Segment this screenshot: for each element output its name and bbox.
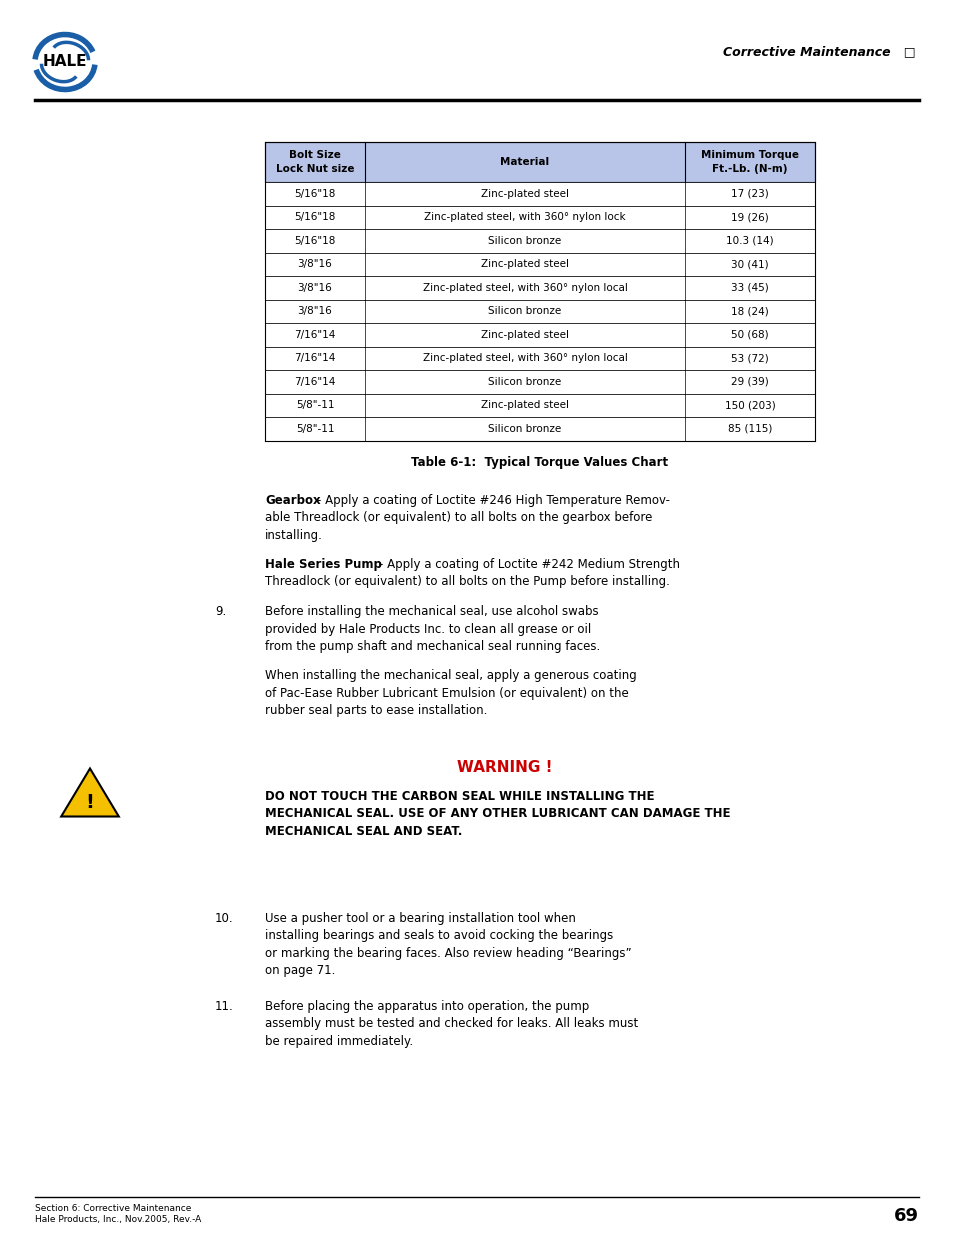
Text: MECHANICAL SEAL AND SEAT.: MECHANICAL SEAL AND SEAT. [265,825,462,839]
Text: 9.: 9. [214,605,226,618]
FancyBboxPatch shape [265,275,814,300]
Text: DO NOT TOUCH THE CARBON SEAL WHILE INSTALLING THE: DO NOT TOUCH THE CARBON SEAL WHILE INSTA… [265,790,654,803]
Text: Hale Series Pump: Hale Series Pump [265,558,381,571]
FancyBboxPatch shape [265,417,814,441]
Text: assembly must be tested and checked for leaks. All leaks must: assembly must be tested and checked for … [265,1018,638,1030]
Text: Corrective Maintenance   □: Corrective Maintenance □ [722,46,915,58]
Text: !: ! [86,793,94,811]
Text: 69: 69 [893,1207,918,1225]
Text: 18 (24): 18 (24) [730,306,768,316]
Text: 5/8"-11: 5/8"-11 [295,400,334,410]
Text: Zinc-plated steel: Zinc-plated steel [480,259,568,269]
Text: 29 (39): 29 (39) [730,377,768,387]
Text: 3/8"16: 3/8"16 [297,283,332,293]
FancyBboxPatch shape [265,370,814,394]
Text: Table 6-1:  Typical Torque Values Chart: Table 6-1: Typical Torque Values Chart [411,456,668,468]
Text: Zinc-plated steel: Zinc-plated steel [480,189,568,199]
Text: 17 (23): 17 (23) [730,189,768,199]
Text: Silicon bronze: Silicon bronze [488,424,561,433]
Text: rubber seal parts to ease installation.: rubber seal parts to ease installation. [265,704,487,718]
Text: WARNING !: WARNING ! [456,760,552,776]
Text: from the pump shaft and mechanical seal running faces.: from the pump shaft and mechanical seal … [265,640,599,653]
Text: Silicon bronze: Silicon bronze [488,306,561,316]
Text: able Threadlock (or equivalent) to all bolts on the gearbox before: able Threadlock (or equivalent) to all b… [265,511,652,524]
FancyBboxPatch shape [265,205,814,228]
FancyBboxPatch shape [265,142,814,182]
Text: Silicon bronze: Silicon bronze [488,236,561,246]
FancyBboxPatch shape [265,228,814,252]
Text: 85 (115): 85 (115) [727,424,771,433]
Text: Bolt Size
Lock Nut size: Bolt Size Lock Nut size [275,151,354,174]
FancyBboxPatch shape [265,324,814,347]
Text: 3/8"16: 3/8"16 [297,259,332,269]
Text: be repaired immediately.: be repaired immediately. [265,1035,413,1049]
Text: Threadlock (or equivalent) to all bolts on the Pump before installing.: Threadlock (or equivalent) to all bolts … [265,576,669,589]
FancyBboxPatch shape [265,182,814,205]
Text: Zinc-plated steel: Zinc-plated steel [480,330,568,340]
FancyBboxPatch shape [265,394,814,417]
Text: Section 6: Corrective Maintenance: Section 6: Corrective Maintenance [35,1204,192,1213]
Text: 3/8"16: 3/8"16 [297,306,332,316]
Text: Material: Material [500,157,549,167]
Polygon shape [61,768,119,816]
Text: 19 (26): 19 (26) [730,212,768,222]
Text: of Pac-Ease Rubber Lubricant Emulsion (or equivalent) on the: of Pac-Ease Rubber Lubricant Emulsion (o… [265,687,628,700]
FancyBboxPatch shape [265,347,814,370]
Text: Before installing the mechanical seal, use alcohol swabs: Before installing the mechanical seal, u… [265,605,598,618]
Text: 30 (41): 30 (41) [730,259,768,269]
Text: 7/16"14: 7/16"14 [294,330,335,340]
Text: When installing the mechanical seal, apply a generous coating: When installing the mechanical seal, app… [265,669,636,683]
Text: - Apply a coating of Loctite #246 High Temperature Remov-: - Apply a coating of Loctite #246 High T… [316,494,669,506]
FancyBboxPatch shape [265,300,814,324]
Text: 150 (203): 150 (203) [724,400,775,410]
Text: 50 (68): 50 (68) [730,330,768,340]
Text: Minimum Torque
Ft.-Lb. (N-m): Minimum Torque Ft.-Lb. (N-m) [700,151,799,174]
Text: MECHANICAL SEAL. USE OF ANY OTHER LUBRICANT CAN DAMAGE THE: MECHANICAL SEAL. USE OF ANY OTHER LUBRIC… [265,808,730,820]
Text: Zinc-plated steel, with 360° nylon lock: Zinc-plated steel, with 360° nylon lock [424,212,625,222]
Text: 11.: 11. [214,1000,233,1013]
Text: Zinc-plated steel: Zinc-plated steel [480,400,568,410]
Text: 7/16"14: 7/16"14 [294,377,335,387]
Text: Hale Products, Inc., Nov.2005, Rev.-A: Hale Products, Inc., Nov.2005, Rev.-A [35,1215,201,1224]
Text: provided by Hale Products Inc. to clean all grease or oil: provided by Hale Products Inc. to clean … [265,622,591,636]
Text: 7/16"14: 7/16"14 [294,353,335,363]
Text: 10.3 (14): 10.3 (14) [725,236,773,246]
Text: 10.: 10. [214,911,233,925]
Text: - Apply a coating of Loctite #242 Medium Strength: - Apply a coating of Loctite #242 Medium… [378,558,679,571]
Text: installing.: installing. [265,529,322,541]
Text: Before placing the apparatus into operation, the pump: Before placing the apparatus into operat… [265,1000,589,1013]
Text: Use a pusher tool or a bearing installation tool when: Use a pusher tool or a bearing installat… [265,911,576,925]
Text: on page 71.: on page 71. [265,965,335,977]
Text: or marking the bearing faces. Also review heading “Bearings”: or marking the bearing faces. Also revie… [265,947,631,960]
Text: 5/8"-11: 5/8"-11 [295,424,334,433]
Text: Gearbox: Gearbox [265,494,320,506]
FancyBboxPatch shape [265,252,814,275]
Text: Silicon bronze: Silicon bronze [488,377,561,387]
Text: 5/16"18: 5/16"18 [294,212,335,222]
Text: 33 (45): 33 (45) [730,283,768,293]
Text: installing bearings and seals to avoid cocking the bearings: installing bearings and seals to avoid c… [265,930,613,942]
Text: 5/16"18: 5/16"18 [294,189,335,199]
Text: Zinc-plated steel, with 360° nylon local: Zinc-plated steel, with 360° nylon local [422,353,627,363]
Text: 5/16"18: 5/16"18 [294,236,335,246]
Text: HALE: HALE [43,54,87,69]
Text: 53 (72): 53 (72) [730,353,768,363]
Text: Zinc-plated steel, with 360° nylon local: Zinc-plated steel, with 360° nylon local [422,283,627,293]
